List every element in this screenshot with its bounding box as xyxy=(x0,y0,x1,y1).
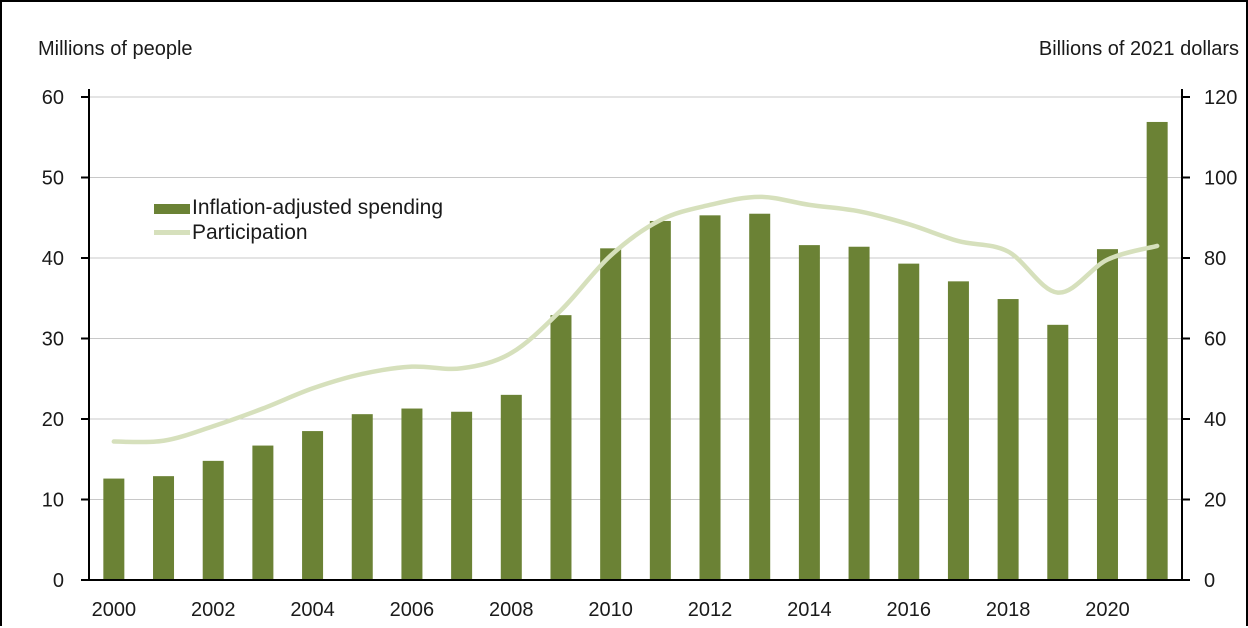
bar-2001 xyxy=(153,476,175,580)
x-tick-label: 2018 xyxy=(986,599,1031,621)
bar-2019 xyxy=(1047,324,1069,580)
legend-label-spending: Inflation-adjusted spending xyxy=(192,196,443,219)
bar-2014 xyxy=(798,245,820,580)
legend-swatch-participation xyxy=(154,230,190,235)
bar-2017 xyxy=(947,281,969,580)
bar-2013 xyxy=(749,213,771,580)
right-tick-label: 100 xyxy=(1204,168,1237,190)
bar-2010 xyxy=(600,248,622,580)
bar-2004 xyxy=(302,431,324,580)
bar-2008 xyxy=(500,394,522,580)
left-tick-label: 60 xyxy=(42,87,64,109)
x-tick-label: 2000 xyxy=(92,599,137,621)
bar-2018 xyxy=(997,299,1019,580)
bar-2011 xyxy=(649,220,671,580)
axes xyxy=(81,89,1190,581)
bar-series xyxy=(103,121,1168,581)
bar-2016 xyxy=(898,263,920,580)
left-axis-title: Millions of people xyxy=(38,38,193,60)
x-tick-label: 2016 xyxy=(887,599,932,621)
bar-2000 xyxy=(103,478,125,580)
bar-2015 xyxy=(848,246,870,581)
line-series xyxy=(111,194,1160,445)
right-tick-label: 80 xyxy=(1204,248,1226,270)
x-tick-label: 2012 xyxy=(688,599,733,621)
tick-labels: 0 10 20 30 40 50 60 0 20 40 60 80 100 120 2000 2002 2004… xyxy=(42,87,1238,621)
x-tick-label: 2010 xyxy=(588,599,633,621)
left-tick-label: 50 xyxy=(42,168,64,190)
bar-2009 xyxy=(550,315,572,580)
x-tick-label: 2020 xyxy=(1085,599,1130,621)
legend: Inflation-adjusted spending Participatio… xyxy=(154,196,443,244)
left-tick-label: 0 xyxy=(53,570,64,592)
legend-swatch-spending xyxy=(154,204,190,214)
right-tick-label: 20 xyxy=(1204,490,1226,512)
bar-2012 xyxy=(699,215,721,580)
right-tick-label: 40 xyxy=(1204,409,1226,431)
x-tick-label: 2002 xyxy=(191,599,236,621)
bar-2006 xyxy=(401,408,423,580)
bar-2020 xyxy=(1096,249,1118,580)
bar-2021 xyxy=(1146,121,1168,580)
x-tick-label: 2004 xyxy=(290,599,335,621)
right-tick-label: 0 xyxy=(1204,570,1215,592)
right-tick-label: 60 xyxy=(1204,329,1226,351)
bar-2003 xyxy=(252,445,274,580)
left-tick-label: 20 xyxy=(42,409,64,431)
right-axis-title: Billions of 2021 dollars xyxy=(1039,38,1239,60)
left-tick-label: 10 xyxy=(42,490,64,512)
right-tick-label: 120 xyxy=(1204,87,1237,109)
x-tick-label: 2014 xyxy=(787,599,832,621)
legend-label-participation: Participation xyxy=(192,221,308,244)
left-tick-label: 40 xyxy=(42,248,64,270)
participation-line xyxy=(111,194,1160,445)
x-tick-label: 2006 xyxy=(390,599,435,621)
bar-2005 xyxy=(351,414,373,580)
left-tick-label: 30 xyxy=(42,329,64,351)
x-tick-label: 2008 xyxy=(489,599,534,621)
bar-2002 xyxy=(202,460,224,580)
bar-2007 xyxy=(451,411,473,580)
